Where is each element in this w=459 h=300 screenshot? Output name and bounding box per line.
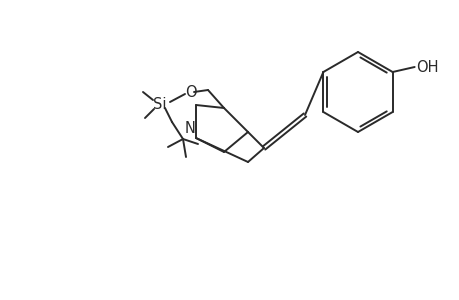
Text: N: N xyxy=(184,121,195,136)
Text: O: O xyxy=(185,85,196,100)
Text: Si: Si xyxy=(153,97,166,112)
Text: OH: OH xyxy=(415,59,438,74)
